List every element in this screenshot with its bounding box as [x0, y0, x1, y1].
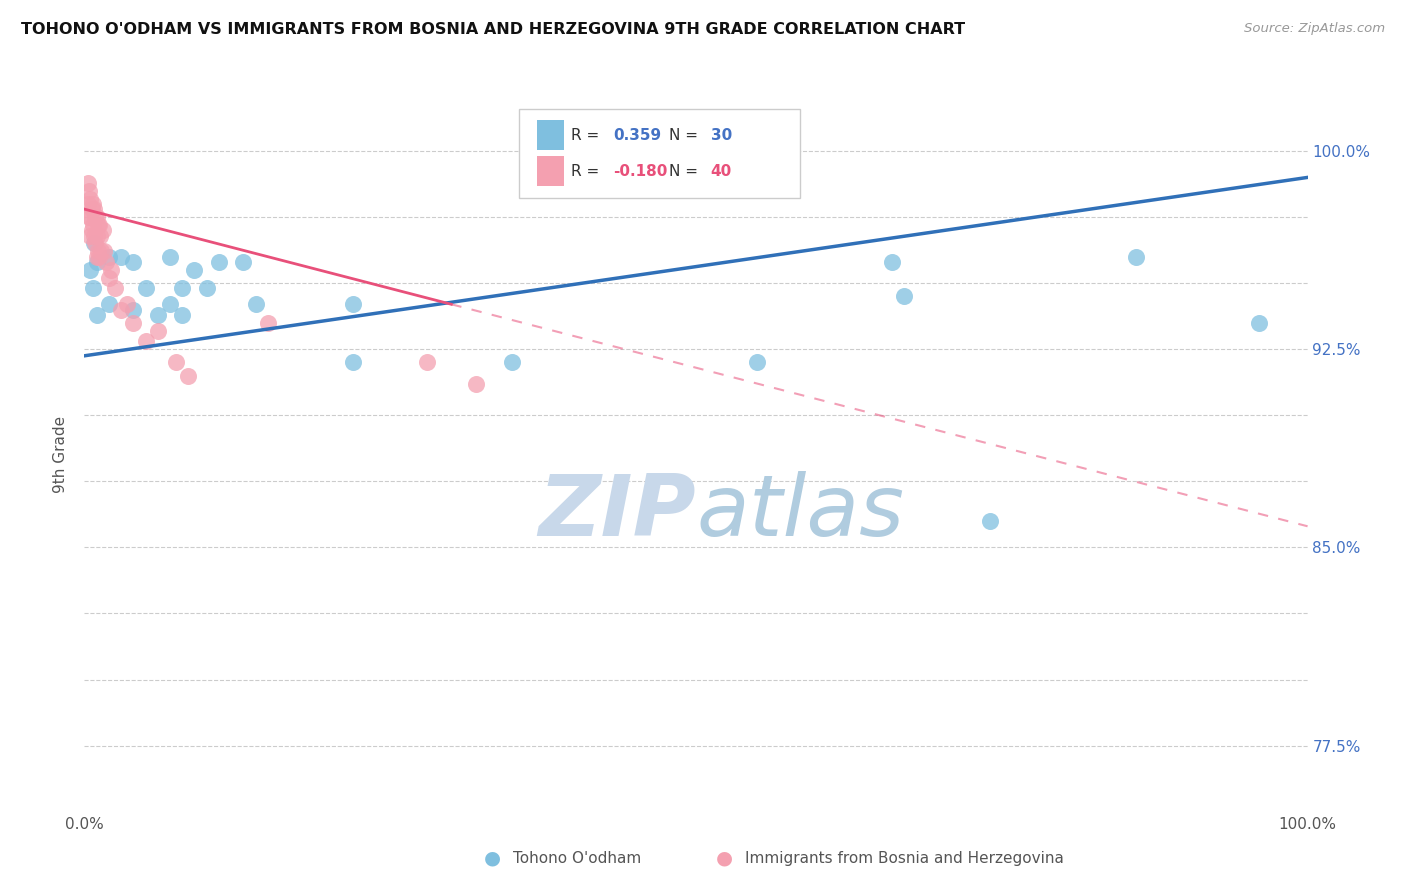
Point	[115, 297, 138, 311]
Text: Immigrants from Bosnia and Herzegovina: Immigrants from Bosnia and Herzegovina	[745, 851, 1064, 865]
Point	[342, 355, 364, 369]
Text: ZIP: ZIP	[538, 470, 696, 554]
Text: TOHONO O'ODHAM VS IMMIGRANTS FROM BOSNIA AND HERZEGOVINA 9TH GRADE CORRELATION C: TOHONO O'ODHAM VS IMMIGRANTS FROM BOSNIA…	[21, 22, 965, 37]
Point	[416, 355, 439, 369]
Point	[77, 197, 100, 211]
Point	[87, 218, 110, 232]
Point	[86, 210, 108, 224]
Point	[135, 334, 157, 349]
Point	[84, 236, 107, 251]
Point	[122, 316, 145, 330]
Point	[502, 355, 524, 369]
Point	[79, 192, 101, 206]
Point	[96, 255, 118, 269]
Point	[87, 250, 110, 264]
Point	[86, 255, 108, 269]
Point	[86, 308, 108, 322]
Point	[172, 281, 194, 295]
Point	[89, 228, 111, 243]
Point	[83, 202, 105, 216]
Text: Source: ZipAtlas.com: Source: ZipAtlas.com	[1244, 22, 1385, 36]
Point	[93, 244, 115, 259]
Point	[77, 184, 100, 198]
Point	[86, 228, 108, 243]
Text: ●: ●	[484, 848, 501, 868]
Point	[80, 223, 103, 237]
Point	[104, 281, 127, 295]
Point	[77, 176, 100, 190]
Point	[146, 324, 169, 338]
Point	[82, 197, 104, 211]
Text: R =: R =	[571, 128, 605, 143]
Text: 40: 40	[710, 164, 733, 179]
Point	[87, 244, 110, 259]
Point	[208, 255, 231, 269]
Point	[135, 281, 157, 295]
Point	[747, 355, 769, 369]
Point	[79, 210, 101, 224]
FancyBboxPatch shape	[519, 109, 800, 198]
Text: N =: N =	[669, 128, 703, 143]
Text: -0.180: -0.180	[613, 164, 668, 179]
Point	[122, 255, 145, 269]
Point	[183, 263, 205, 277]
Point	[110, 302, 132, 317]
Point	[232, 255, 254, 269]
Point	[82, 218, 104, 232]
Point	[245, 297, 267, 311]
Point	[80, 202, 103, 216]
Point	[1125, 250, 1147, 264]
Point	[79, 263, 101, 277]
Point	[257, 316, 280, 330]
Text: N =: N =	[669, 164, 703, 179]
Text: 0.359: 0.359	[613, 128, 661, 143]
Text: R =: R =	[571, 164, 605, 179]
Text: ●: ●	[716, 848, 733, 868]
Point	[83, 228, 105, 243]
Point	[979, 514, 1001, 528]
Point	[79, 228, 101, 243]
FancyBboxPatch shape	[537, 120, 564, 151]
Point	[97, 270, 120, 285]
Point	[464, 376, 486, 391]
Point	[159, 250, 181, 264]
Point	[110, 250, 132, 264]
Point	[893, 289, 915, 303]
Point	[100, 263, 122, 277]
Point	[342, 297, 364, 311]
Text: 30: 30	[710, 128, 733, 143]
Y-axis label: 9th Grade: 9th Grade	[53, 417, 69, 493]
Point	[880, 255, 903, 269]
Point	[77, 210, 100, 224]
Point	[122, 302, 145, 317]
Point	[87, 218, 110, 232]
Point	[91, 223, 114, 237]
Point	[97, 297, 120, 311]
Point	[82, 281, 104, 295]
Point	[172, 308, 194, 322]
FancyBboxPatch shape	[537, 156, 564, 186]
Text: atlas: atlas	[696, 470, 904, 554]
Point	[146, 308, 169, 322]
Point	[97, 250, 120, 264]
Point	[159, 297, 181, 311]
Point	[1247, 316, 1270, 330]
Point	[195, 281, 218, 295]
Text: Tohono O'odham: Tohono O'odham	[513, 851, 641, 865]
Point	[90, 244, 112, 259]
Point	[177, 368, 200, 383]
Point	[83, 236, 105, 251]
Point	[84, 210, 107, 224]
Point	[86, 250, 108, 264]
Point	[165, 355, 187, 369]
